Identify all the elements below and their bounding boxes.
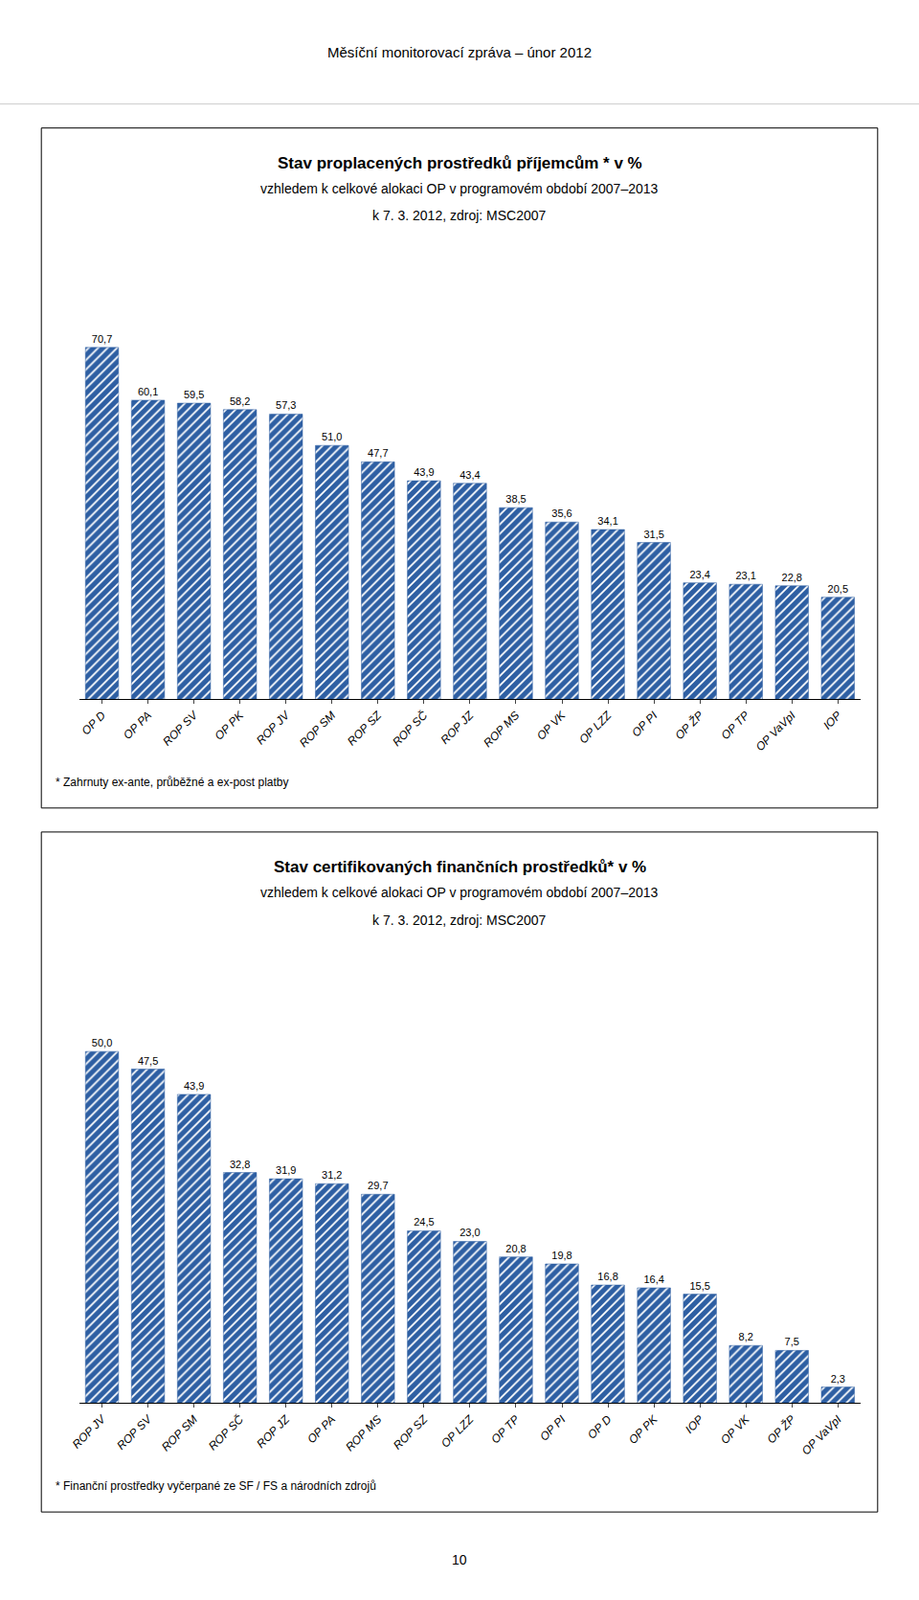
svg-text:23,1: 23,1: [735, 569, 756, 582]
svg-text:OP TP: OP TP: [718, 708, 753, 742]
svg-text:16,4: 16,4: [643, 1273, 664, 1285]
svg-text:OP ŽP: OP ŽP: [672, 707, 707, 742]
svg-text:20,8: 20,8: [505, 1242, 526, 1255]
svg-text:OP ŽP: OP ŽP: [763, 1412, 799, 1447]
svg-text:ROP MS: ROP MS: [480, 708, 522, 750]
svg-text:Stav proplacených prostředků p: Stav proplacených prostředků příjemcům *…: [277, 154, 643, 173]
svg-text:31,5: 31,5: [643, 528, 664, 540]
svg-text:vzhledem k celkové alokaci OP: vzhledem k celkové alokaci OP v programo…: [260, 180, 659, 197]
svg-text:OP TP: OP TP: [488, 1412, 522, 1446]
svg-text:ROP SZ: ROP SZ: [344, 708, 385, 749]
svg-text:OP LZZ: OP LZZ: [576, 708, 615, 747]
svg-text:ROP SM: ROP SM: [296, 708, 338, 750]
svg-text:ROP JV: ROP JV: [69, 1412, 110, 1452]
svg-text:ROP MS: ROP MS: [342, 1412, 384, 1454]
svg-text:ROP SZ: ROP SZ: [390, 1412, 431, 1453]
svg-text:ROP JZ: ROP JZ: [438, 708, 477, 747]
svg-text:50,0: 50,0: [91, 1036, 113, 1049]
svg-text:60,1: 60,1: [137, 385, 158, 398]
svg-text:OP LZZ: OP LZZ: [438, 1412, 477, 1451]
svg-text:ROP SV: ROP SV: [159, 707, 201, 748]
svg-text:70,7: 70,7: [91, 333, 113, 345]
svg-text:34,1: 34,1: [597, 515, 618, 527]
svg-text:vzhledem k celkové alokaci OP: vzhledem k celkové alokaci OP v programo…: [260, 884, 659, 900]
svg-text:ROP JV: ROP JV: [253, 707, 293, 747]
svg-text:31,9: 31,9: [275, 1164, 296, 1176]
svg-text:23,4: 23,4: [689, 568, 710, 581]
svg-text:15,5: 15,5: [689, 1279, 710, 1292]
svg-text:OP D: OP D: [79, 708, 110, 739]
svg-text:47,7: 47,7: [367, 447, 388, 459]
svg-text:Stav certifikovaných finančníc: Stav certifikovaných finančních prostřed…: [273, 857, 647, 876]
svg-text:OP VK: OP VK: [717, 1412, 753, 1447]
svg-text:32,8: 32,8: [229, 1158, 250, 1170]
svg-text:8,2: 8,2: [739, 1330, 754, 1343]
svg-text:20,5: 20,5: [828, 582, 849, 595]
svg-text:10: 10: [451, 1551, 468, 1568]
svg-text:22,8: 22,8: [782, 571, 803, 583]
svg-text:IOP: IOP: [682, 1412, 707, 1436]
svg-text:OP PK: OP PK: [212, 707, 247, 742]
svg-text:OP PK: OP PK: [626, 1412, 661, 1447]
svg-text:* Zahrnuty ex-ante, průběžné a: * Zahrnuty ex-ante, průběžné a ex-post p…: [55, 775, 289, 789]
svg-text:16,8: 16,8: [597, 1270, 618, 1282]
svg-text:24,5: 24,5: [413, 1215, 434, 1228]
svg-text:ROP SČ: ROP SČ: [388, 707, 430, 749]
svg-text:* Finanční prostředky vyčerpan: * Finanční prostředky vyčerpané ze SF / …: [55, 1479, 377, 1493]
svg-text:29,7: 29,7: [367, 1179, 388, 1191]
svg-text:43,9: 43,9: [183, 1079, 204, 1092]
svg-text:31,2: 31,2: [321, 1168, 342, 1181]
svg-text:57,3: 57,3: [275, 399, 296, 411]
svg-text:OP PA: OP PA: [120, 708, 155, 742]
svg-text:OP VK: OP VK: [534, 707, 569, 742]
svg-text:OP PI: OP PI: [537, 1412, 569, 1444]
svg-text:ROP SČ: ROP SČ: [204, 1411, 247, 1453]
svg-text:OP VaVpI: OP VaVpI: [753, 708, 799, 754]
svg-text:OP PA: OP PA: [304, 1412, 338, 1446]
svg-text:OP PI: OP PI: [628, 708, 661, 740]
svg-text:59,5: 59,5: [183, 388, 204, 401]
svg-text:2,3: 2,3: [830, 1372, 846, 1385]
svg-text:38,5: 38,5: [505, 493, 526, 505]
svg-text:19,8: 19,8: [551, 1249, 572, 1261]
svg-text:k 7. 3. 2012, zdroj: MSC2007: k 7. 3. 2012, zdroj: MSC2007: [372, 207, 547, 224]
svg-text:47,5: 47,5: [137, 1054, 158, 1067]
svg-text:Měsíční monitorovací zpráva –: Měsíční monitorovací zpráva – únor 2012: [327, 44, 592, 61]
svg-text:ROP SM: ROP SM: [158, 1412, 201, 1454]
svg-text:ROP JZ: ROP JZ: [253, 1412, 292, 1451]
svg-text:58,2: 58,2: [229, 395, 250, 407]
svg-text:OP VaVpI: OP VaVpI: [799, 1412, 845, 1457]
svg-text:35,6: 35,6: [551, 507, 572, 519]
svg-text:ROP SV: ROP SV: [113, 1412, 155, 1453]
svg-text:51,0: 51,0: [321, 430, 342, 443]
svg-text:k 7. 3. 2012, zdroj: MSC2007: k 7. 3. 2012, zdroj: MSC2007: [372, 912, 547, 928]
svg-text:7,5: 7,5: [784, 1335, 800, 1347]
svg-text:43,4: 43,4: [459, 469, 480, 481]
svg-text:43,9: 43,9: [413, 466, 434, 478]
svg-text:IOP: IOP: [820, 708, 845, 733]
svg-text:23,0: 23,0: [459, 1226, 480, 1238]
svg-text:OP D: OP D: [584, 1412, 615, 1442]
